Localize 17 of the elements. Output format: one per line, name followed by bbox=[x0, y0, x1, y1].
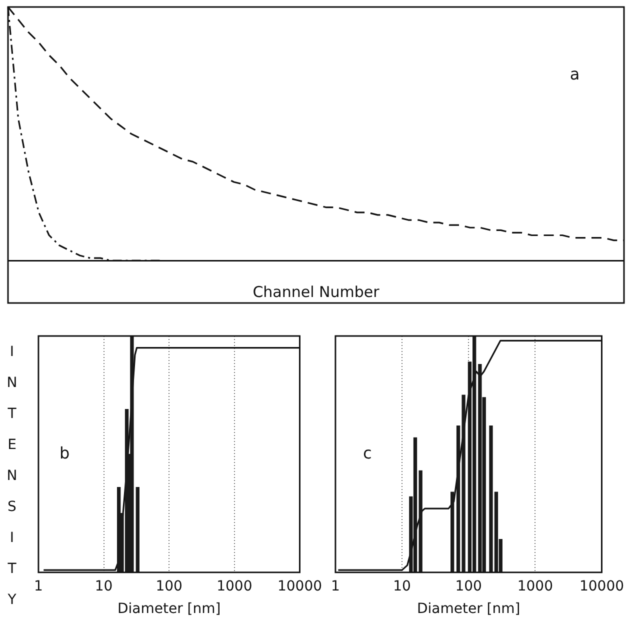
x-tick-label: 10000 bbox=[277, 578, 322, 594]
x-tick-label: 100 bbox=[455, 578, 482, 594]
annotation: c bbox=[363, 443, 372, 462]
x-tick-label: 10 bbox=[94, 578, 113, 594]
x-tick-label: 10000 bbox=[579, 578, 624, 594]
annotation: b bbox=[60, 443, 70, 462]
x-axis-title: Diameter [nm] bbox=[416, 601, 520, 618]
annotation: a bbox=[570, 64, 580, 84]
x-tick-label: 1000 bbox=[216, 578, 252, 594]
x-tick-label: 10 bbox=[393, 578, 411, 594]
x-tick-label: 1000 bbox=[517, 578, 553, 594]
x-axis-title: Channel Number bbox=[252, 282, 380, 301]
x-tick-label: 100 bbox=[156, 578, 182, 594]
x-axis-title: Diameter [nm] bbox=[117, 601, 221, 618]
y-axis-title: INTENSITY bbox=[4, 344, 20, 623]
x-tick-label: 1 bbox=[34, 578, 43, 594]
x-tick-label: 1 bbox=[330, 578, 340, 594]
